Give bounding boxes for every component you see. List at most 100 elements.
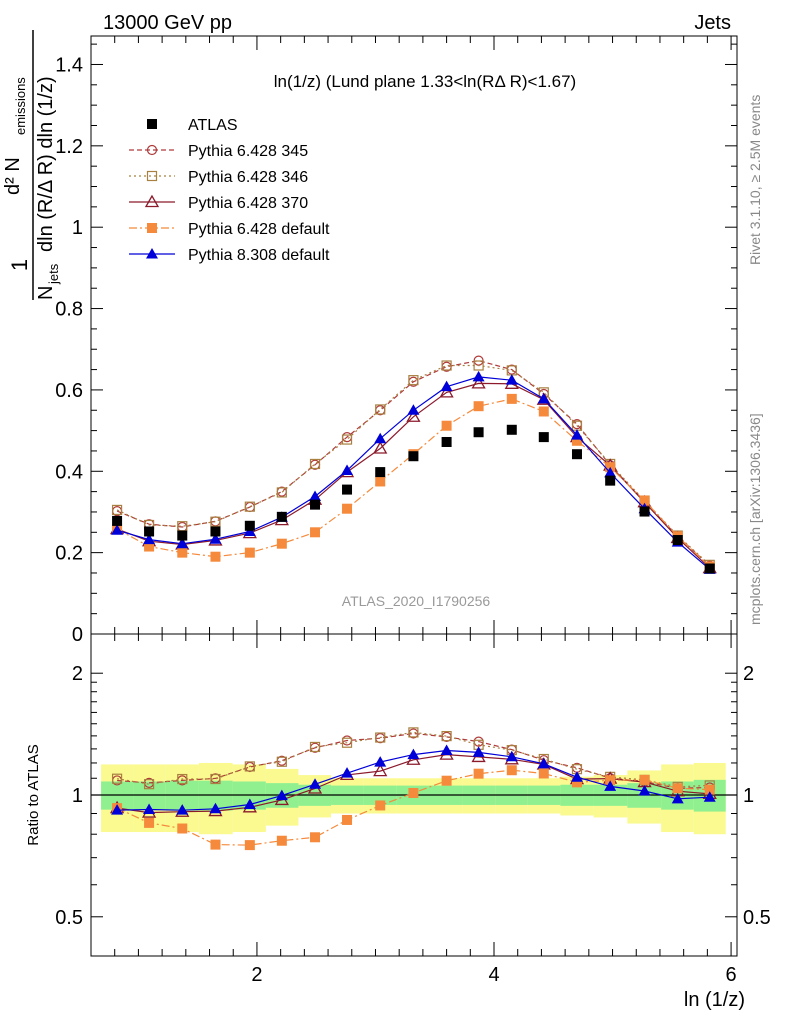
- atlas-data-point-3: [210, 526, 221, 537]
- series-1-point-3: [210, 516, 221, 527]
- series-2-point-10: [439, 385, 454, 398]
- ratio-series-4-point-13: [537, 757, 550, 769]
- ratio-series-1-point-8: [375, 732, 386, 743]
- ratio-series-1-point-4: [244, 761, 255, 772]
- ratio-series-4-point-15: [604, 780, 617, 791]
- legend-label-0: ATLAS: [188, 117, 238, 134]
- main-y-tick-label: 1.4: [55, 54, 83, 76]
- legend-marker-3: [144, 194, 160, 208]
- atlas-data-point-8: [375, 467, 386, 478]
- ratio-series-4-point-10: [440, 744, 453, 756]
- legend-entry-4: Pythia 6.428 default: [129, 221, 330, 238]
- series-3-point-16: [639, 495, 650, 506]
- ylabel-denominator: dln (R/Δ R) dln (1/z): [35, 76, 57, 252]
- ylabel-d2n: d² N: [2, 157, 24, 195]
- series-3-point-10: [441, 420, 452, 431]
- atlas-data-point-18: [704, 563, 715, 574]
- ratio-y-axis-label: Ratio to ATLAS: [25, 744, 42, 845]
- ratio-series-3-point-16: [639, 774, 650, 785]
- legend-entry-0: ATLAS: [147, 117, 238, 134]
- legend-marker-2: [146, 170, 158, 182]
- ratio-series-4-point-2: [176, 804, 189, 815]
- series-4-point-14: [570, 429, 583, 440]
- rivet-version-label: Rivet 3.1.10, ≥ 2.5M events: [747, 95, 763, 265]
- main-y-tick-label: 0.4: [55, 461, 83, 483]
- ratio-series-4-point-0: [111, 804, 124, 815]
- series-1-point-11: [473, 360, 484, 371]
- atlas-data-point-9: [408, 451, 419, 462]
- series-2-point-9: [406, 409, 421, 422]
- series-4-point-6: [309, 490, 322, 502]
- ylabel-jets: jets: [46, 263, 61, 285]
- ratio-series-3-point-2: [177, 823, 188, 834]
- ratio-series-1-point-5: [276, 756, 287, 767]
- ratio-series-3-point-7: [342, 814, 353, 825]
- atlas-data-point-6: [310, 499, 321, 510]
- ratio-series-3-point-12: [506, 765, 517, 776]
- main-plot-background: [91, 36, 737, 634]
- series-1-point-0: [111, 504, 123, 516]
- atlas-data-point-12: [506, 424, 517, 435]
- legend-label-3: Pythia 6.428 370: [188, 195, 308, 212]
- series-3-point-4: [244, 547, 255, 558]
- main-y-tick-label: 0.6: [55, 380, 83, 402]
- ratio-series-4-point-14: [570, 771, 583, 782]
- atlas-data-point-0: [112, 515, 123, 526]
- ratio-series-3-point-18: [704, 784, 715, 795]
- analysis-watermark: ATLAS_2020_I1790256: [342, 593, 491, 609]
- ratio-series-1-point-10: [441, 730, 452, 742]
- atlas-data-point-7: [342, 484, 353, 495]
- main-y-tick-label: 0.2: [55, 543, 83, 565]
- x-tick-label: 4: [488, 964, 499, 986]
- ratio-series-4-point-16: [638, 784, 651, 796]
- ylabel-emissions: emissions: [13, 77, 28, 135]
- legend-entry-3: Pythia 6.428 370: [129, 194, 308, 212]
- legend-label-2: Pythia 6.428 346: [188, 169, 308, 186]
- series-3-point-11: [473, 401, 484, 412]
- series-3-point-1: [144, 541, 155, 552]
- ylabel-n: N: [35, 286, 57, 300]
- atlas-data-point-15: [605, 475, 616, 486]
- series-2-point-8: [373, 441, 388, 454]
- series-1-point-9: [408, 375, 419, 386]
- legend-marker-5: [146, 248, 158, 259]
- ratio-series-4-point-1: [143, 803, 156, 815]
- legend-marker-1: [146, 144, 158, 156]
- header-right-label: Jets: [694, 12, 731, 34]
- ratio-series-4-point-5: [275, 789, 288, 801]
- series-4-point-13: [537, 392, 550, 404]
- atlas-data-point-10: [441, 436, 452, 447]
- ratio-y-tick-label: 2: [72, 663, 83, 685]
- ratio-series-1-point-2: [177, 773, 188, 785]
- ratio-series-4-point-4: [243, 798, 256, 810]
- ratio-series-3-point-11: [473, 768, 484, 779]
- main-y-axis-label: 1 d² N emissions N jets dln (R/Δ R) dln …: [2, 30, 61, 300]
- ratio-series-3-point-3: [210, 839, 221, 850]
- legend-label-5: Pythia 8.308 default: [188, 247, 330, 264]
- ratio-y-tick-label: 0.5: [55, 907, 83, 929]
- series-2-point-11: [471, 376, 486, 389]
- series-1-point-7: [341, 434, 353, 445]
- legend-entry-5: Pythia 8.308 default: [129, 247, 330, 264]
- ratio-series-4-point-7: [341, 767, 354, 778]
- series-3-point-13: [538, 406, 549, 417]
- series-4-point-1: [143, 533, 156, 545]
- x-tick-label: 2: [251, 964, 262, 986]
- series-1-point-10: [441, 360, 452, 371]
- series-4-point-2: [176, 537, 189, 549]
- legend-marker-0: [147, 119, 157, 129]
- ratio-series-4-point-6: [309, 778, 322, 789]
- main-y-tick-label: 1.2: [55, 136, 83, 158]
- series-1-point-4: [244, 501, 255, 512]
- main-y-tick-label: 0: [72, 624, 83, 646]
- ratio-plot-series: [109, 727, 717, 851]
- series-3-point-3: [210, 551, 221, 562]
- atlas-data-point-16: [639, 506, 650, 517]
- ratio-series-3-point-4: [244, 840, 255, 851]
- chart-title: ln(1/z) (Lund plane 1.33<ln(RΔ R)<1.67): [274, 72, 576, 91]
- series-4-point-15: [604, 466, 617, 478]
- ratio-series-3-point-14: [571, 777, 582, 788]
- series-4-point-7: [341, 464, 354, 475]
- x-tick-label: 6: [726, 964, 737, 986]
